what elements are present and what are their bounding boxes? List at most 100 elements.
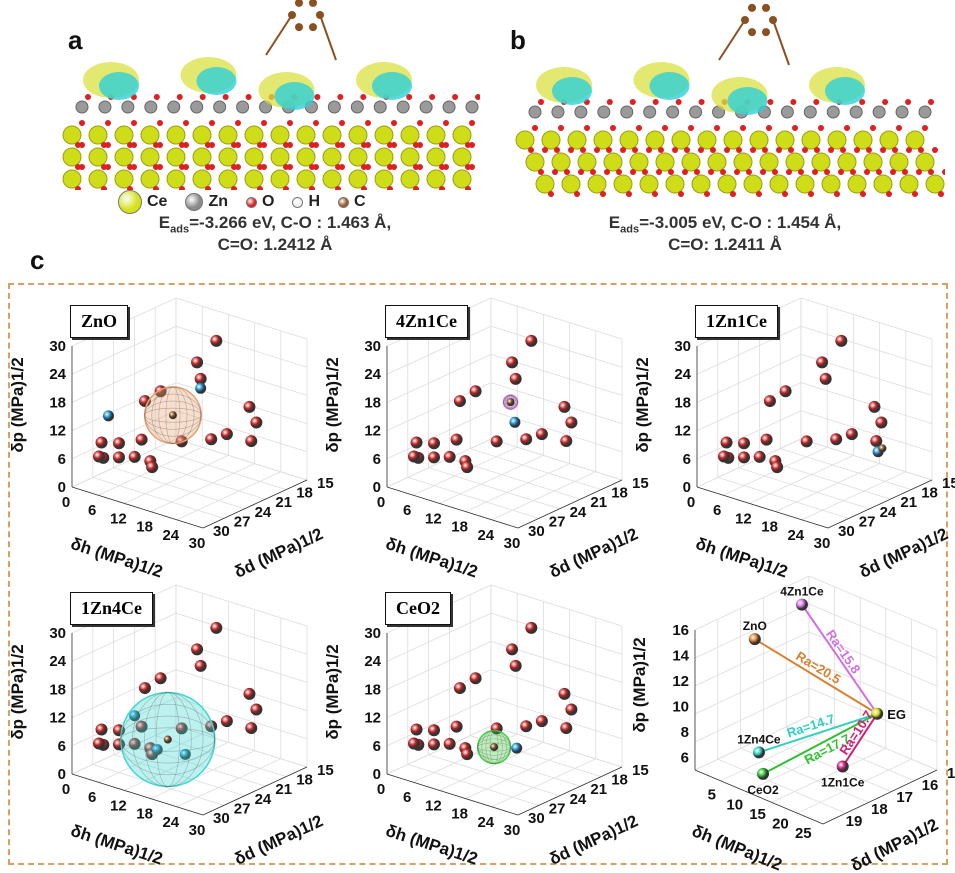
o-atom bbox=[906, 147, 912, 153]
legend-label: H bbox=[308, 193, 321, 210]
gridline bbox=[696, 438, 802, 488]
d-tick-label: 24 bbox=[570, 791, 587, 808]
ra-line bbox=[758, 712, 878, 754]
o-atom bbox=[600, 191, 606, 197]
sphere-mesh bbox=[120, 715, 216, 764]
h-axis bbox=[696, 486, 829, 529]
o-atom bbox=[876, 169, 882, 175]
d-tick-label: 18 bbox=[296, 485, 313, 502]
legend-label: Zn bbox=[208, 193, 228, 210]
d-tick-label: 30 bbox=[213, 523, 230, 540]
atom-Ce-icon bbox=[118, 190, 142, 214]
gridline bbox=[386, 641, 492, 690]
ce-atom bbox=[541, 130, 561, 150]
bond bbox=[265, 14, 293, 56]
o-atom bbox=[606, 99, 613, 105]
d-tick-label: 18 bbox=[921, 485, 938, 502]
p-tick-label: 10 bbox=[672, 698, 689, 715]
ce-atom bbox=[426, 169, 446, 189]
o-atom bbox=[183, 164, 189, 170]
h-tick-label: 30 bbox=[189, 822, 206, 839]
ce-atom bbox=[348, 125, 368, 145]
gridline bbox=[113, 467, 245, 510]
d-tick-label: 27 bbox=[234, 800, 251, 817]
h-axis-title: δh (MPa)1/2 bbox=[68, 534, 165, 582]
sphere-mesh bbox=[504, 394, 517, 410]
zn-atom bbox=[350, 100, 364, 114]
c-atom bbox=[762, 3, 770, 12]
charge-density-cyan bbox=[727, 87, 768, 115]
panel-c-frame bbox=[8, 283, 948, 865]
gridline bbox=[808, 575, 938, 631]
ce-atom bbox=[348, 169, 368, 189]
ce-atom bbox=[218, 169, 238, 189]
o-atom bbox=[580, 147, 586, 153]
o-atom bbox=[443, 120, 449, 126]
sphere-mesh bbox=[155, 692, 180, 787]
o-atom bbox=[538, 99, 544, 105]
gridline bbox=[490, 382, 623, 424]
o-atom bbox=[235, 142, 241, 148]
o-atom bbox=[131, 120, 137, 126]
atom-Zn-icon bbox=[185, 193, 204, 211]
d-tick-label: 21 bbox=[275, 781, 292, 798]
d-tick-label: 27 bbox=[549, 513, 566, 530]
ce-atom bbox=[577, 152, 597, 172]
o-atom bbox=[866, 147, 872, 153]
gridline bbox=[763, 737, 892, 792]
ce-atom bbox=[244, 147, 264, 167]
o-atom bbox=[808, 191, 814, 197]
d-tick-label: 16 bbox=[922, 777, 939, 794]
solvent-point bbox=[738, 437, 750, 450]
h-axis bbox=[386, 773, 519, 816]
ce-atom bbox=[452, 147, 472, 167]
gridline bbox=[386, 612, 492, 662]
o-atom bbox=[864, 169, 870, 175]
solvent-point bbox=[490, 435, 503, 448]
solvent-point bbox=[800, 435, 813, 448]
bond bbox=[772, 19, 790, 66]
sample-label: ZnO bbox=[743, 619, 767, 633]
slab bbox=[62, 0, 480, 190]
sphere-mesh bbox=[151, 386, 195, 444]
h-tick-label: 30 bbox=[814, 535, 831, 552]
gridline bbox=[749, 455, 854, 504]
o-atom bbox=[688, 125, 694, 131]
o-atom bbox=[222, 94, 229, 100]
p-tick-label: 12 bbox=[672, 673, 689, 690]
ce-atom bbox=[619, 130, 639, 150]
sample-label: 4Zn1Ce bbox=[385, 305, 469, 338]
solvent-point bbox=[135, 433, 148, 446]
zn-atom bbox=[442, 100, 456, 114]
o-atom bbox=[564, 169, 570, 175]
o-atom bbox=[417, 164, 423, 170]
o-atom bbox=[209, 120, 215, 126]
ce-atom bbox=[593, 130, 613, 150]
gridline bbox=[490, 697, 623, 740]
h-tick-label: 0 bbox=[377, 494, 385, 511]
o-atom bbox=[465, 186, 471, 190]
o-atom bbox=[417, 120, 423, 126]
h-tick-label: 30 bbox=[504, 535, 521, 552]
o-atom bbox=[361, 186, 367, 190]
solvent-point bbox=[845, 428, 858, 441]
solvent-point bbox=[95, 436, 108, 449]
h-tick-label: 24 bbox=[162, 527, 179, 544]
o-atom bbox=[902, 169, 908, 175]
o-atom bbox=[772, 169, 778, 175]
o-atom bbox=[287, 120, 293, 126]
o-atom bbox=[776, 147, 782, 153]
ce-atom bbox=[400, 125, 420, 145]
o-atom bbox=[662, 125, 668, 131]
o-atom bbox=[313, 164, 319, 170]
sphere-mesh bbox=[158, 386, 188, 444]
ce-atom bbox=[853, 130, 873, 150]
target-label: EG bbox=[887, 707, 906, 722]
gridline bbox=[771, 748, 886, 803]
ce-atom bbox=[218, 125, 238, 145]
o-atom bbox=[916, 169, 922, 175]
solvent-point bbox=[506, 643, 519, 656]
o-atom bbox=[79, 142, 85, 148]
h-tick-label: 30 bbox=[189, 535, 206, 552]
